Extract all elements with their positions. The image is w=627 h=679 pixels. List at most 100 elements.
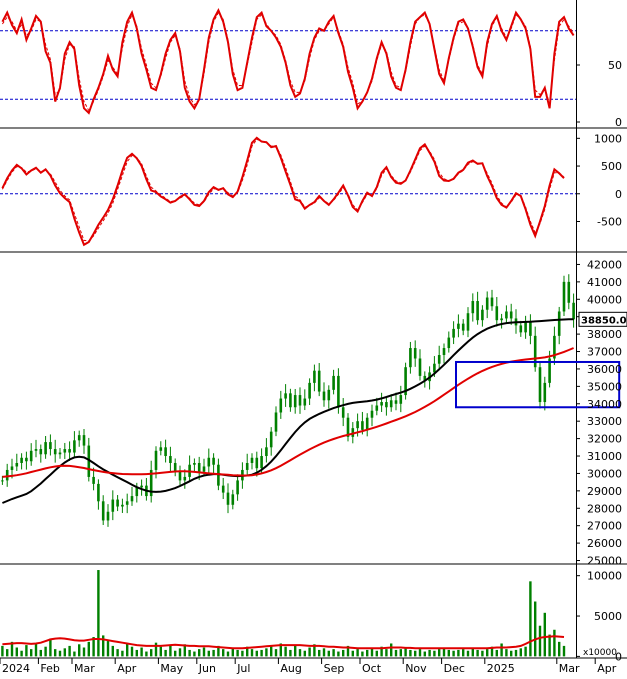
price-candle-body: [250, 457, 254, 463]
x-axis-label: Oct: [362, 662, 382, 675]
price-candle-body: [447, 337, 451, 349]
volume-bar: [414, 650, 417, 657]
volume-bar: [212, 649, 215, 657]
volume-bar: [370, 648, 374, 657]
volume-bar: [202, 647, 206, 657]
volume-bar: [6, 649, 9, 657]
price-candle-body: [284, 393, 287, 399]
price-candle-body: [337, 375, 340, 408]
price-candle-body: [130, 496, 134, 502]
price-candle-body: [385, 402, 388, 408]
price-candle-body: [322, 391, 326, 401]
volume-bar: [308, 647, 311, 657]
volume-bar: [327, 650, 330, 657]
price-candle-body: [212, 457, 215, 465]
data-marks: [1, 7, 621, 657]
volume-bar: [121, 650, 124, 657]
price-candle-body: [236, 480, 239, 495]
axis-labels: 50010005000-5004200041000400003900038000…: [0, 59, 627, 675]
volume-tick-label: 10000: [587, 570, 622, 583]
price-candle-body: [289, 393, 292, 408]
price-candle-body: [303, 398, 307, 406]
price-candle-body: [466, 313, 470, 331]
volume-bar: [30, 649, 33, 657]
volume-bar: [102, 635, 105, 657]
price-candle-body: [389, 400, 393, 408]
price-candle-body: [1, 480, 4, 482]
stochastic-series-line-2: [1, 11, 575, 112]
price-tick-label: 34000: [587, 398, 622, 411]
price-candle-body: [34, 449, 38, 451]
price-candle-body: [25, 457, 28, 462]
price-candle-body: [63, 449, 67, 453]
x-axis-label: May: [160, 662, 183, 675]
price-candle-body: [149, 469, 153, 497]
price-candle-body: [202, 466, 206, 472]
volume-series-line-2: [2, 635, 565, 650]
price-candle-body: [197, 462, 201, 472]
price-candle-body: [356, 421, 359, 429]
price-candle-body: [380, 402, 383, 406]
price-candle-body: [437, 355, 441, 364]
price-candle-body: [245, 462, 249, 470]
price-candle-body: [164, 447, 167, 457]
price-candle-body: [495, 306, 499, 321]
volume-bar: [346, 645, 350, 657]
x-axis-label: 2025: [487, 662, 515, 675]
price-candle-body: [279, 398, 283, 413]
volume-bar: [486, 649, 489, 657]
volume-bar: [356, 649, 359, 657]
volume-bar: [207, 650, 210, 657]
volume-bar: [198, 649, 201, 657]
price-tick-label: 30000: [587, 467, 622, 480]
volume-bar: [394, 649, 398, 657]
price-candle-body: [159, 447, 163, 451]
volume-bar: [390, 643, 393, 657]
volume-bar: [404, 647, 407, 657]
price-series-line-3: [2, 347, 574, 478]
volume-bar: [322, 648, 326, 657]
price-candle-body: [101, 501, 105, 521]
price-tick-label: 27000: [587, 520, 622, 533]
price-tick-label: 26000: [587, 537, 622, 550]
price-candle-body: [313, 370, 316, 383]
price-tick-label: 28000: [587, 502, 622, 515]
price-candle-body: [73, 440, 76, 453]
volume-bar: [284, 646, 287, 657]
volume-bar: [274, 649, 278, 657]
stochastic-series-line-1: [1, 7, 575, 115]
volume-bar: [25, 645, 28, 657]
price-candle-body: [308, 382, 311, 399]
volume-bar: [534, 601, 537, 657]
price-candle-body: [476, 301, 479, 321]
price-candle-body: [135, 487, 139, 497]
volume-unit-label: x10000: [583, 648, 617, 658]
price-candle-body: [457, 323, 460, 329]
price-tick-label: 29000: [587, 485, 622, 498]
price-candle-body: [471, 301, 475, 314]
volume-bar: [270, 645, 273, 657]
volume-bar: [457, 649, 460, 657]
volume-bar: [423, 651, 426, 657]
volume-bar: [97, 570, 100, 657]
volume-bar: [452, 650, 455, 657]
volume-bar: [169, 645, 172, 657]
volume-bar: [106, 641, 110, 657]
volume-bar: [562, 645, 566, 657]
volume-bar: [10, 641, 14, 657]
volume-bar: [495, 649, 498, 657]
price-candle-body: [361, 421, 364, 430]
x-axis-label: Mar: [74, 662, 95, 675]
volume-bar: [20, 650, 23, 657]
volume-bar: [39, 649, 42, 657]
price-candle-body: [399, 395, 403, 404]
volume-bar: [73, 651, 76, 657]
volume-bar: [548, 634, 551, 657]
price-candle-body: [58, 452, 62, 455]
x-axis-label: Jun: [198, 662, 216, 675]
price-candle-body: [452, 328, 455, 338]
volume-bar: [337, 651, 340, 657]
volume-bar: [68, 645, 71, 657]
volume-bar: [145, 651, 148, 657]
